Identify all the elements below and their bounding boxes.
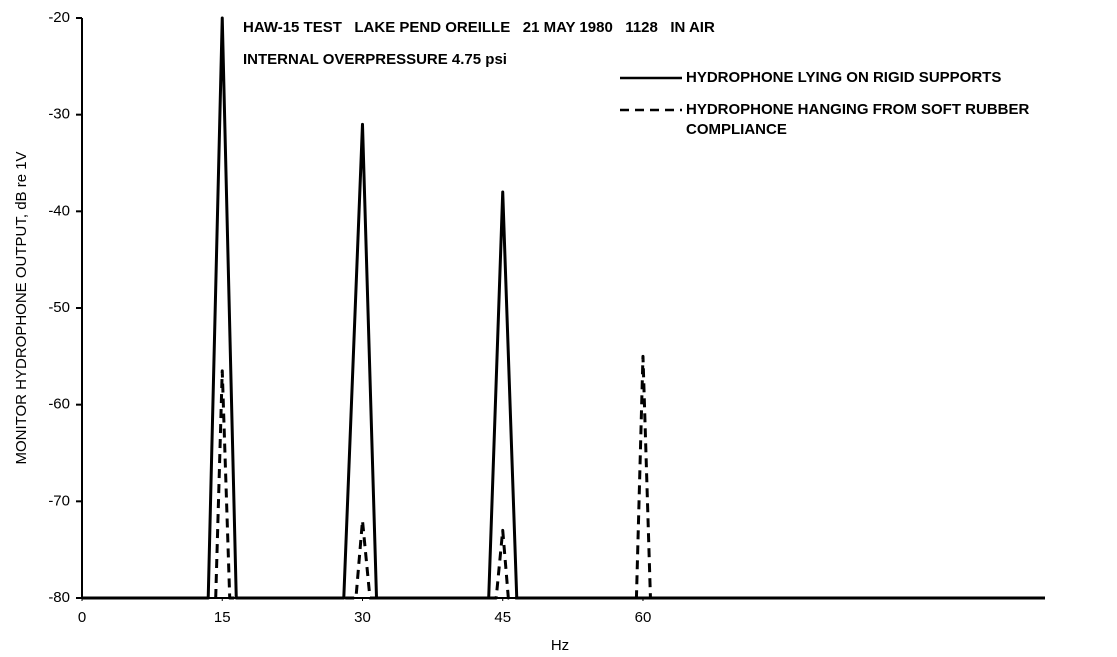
series-line <box>82 16 1045 600</box>
chart-title: HAW-15 TEST LAKE PEND OREILLE 21 MAY 198… <box>243 19 715 36</box>
y-tick-label: -50 <box>48 299 70 316</box>
y-tick-label: -30 <box>48 106 70 123</box>
x-tick-label: 30 <box>354 609 371 626</box>
x-tick-label: 60 <box>635 609 652 626</box>
series-line <box>214 354 652 600</box>
x-tick-label: 0 <box>78 609 86 626</box>
y-axis-label: MONITOR HYDROPHONE OUTPUT, dB re 1V <box>13 151 30 464</box>
x-tick-label: 15 <box>214 609 231 626</box>
legend-label: HYDROPHONE LYING ON RIGID SUPPORTS <box>686 69 1002 86</box>
y-tick-label: -80 <box>48 589 70 606</box>
y-tick-label: -40 <box>48 202 70 219</box>
legend-label: HYDROPHONE HANGING FROM SOFT RUBBER COMP… <box>686 101 1030 138</box>
y-tick-label: -20 <box>48 9 70 26</box>
y-tick-label: -70 <box>48 492 70 509</box>
chart-subtitle: INTERNAL OVERPRESSURE 4.75 psi <box>243 51 507 68</box>
x-tick-label: 45 <box>494 609 511 626</box>
x-axis-label: Hz <box>551 637 569 654</box>
y-tick-label: -60 <box>48 396 70 413</box>
